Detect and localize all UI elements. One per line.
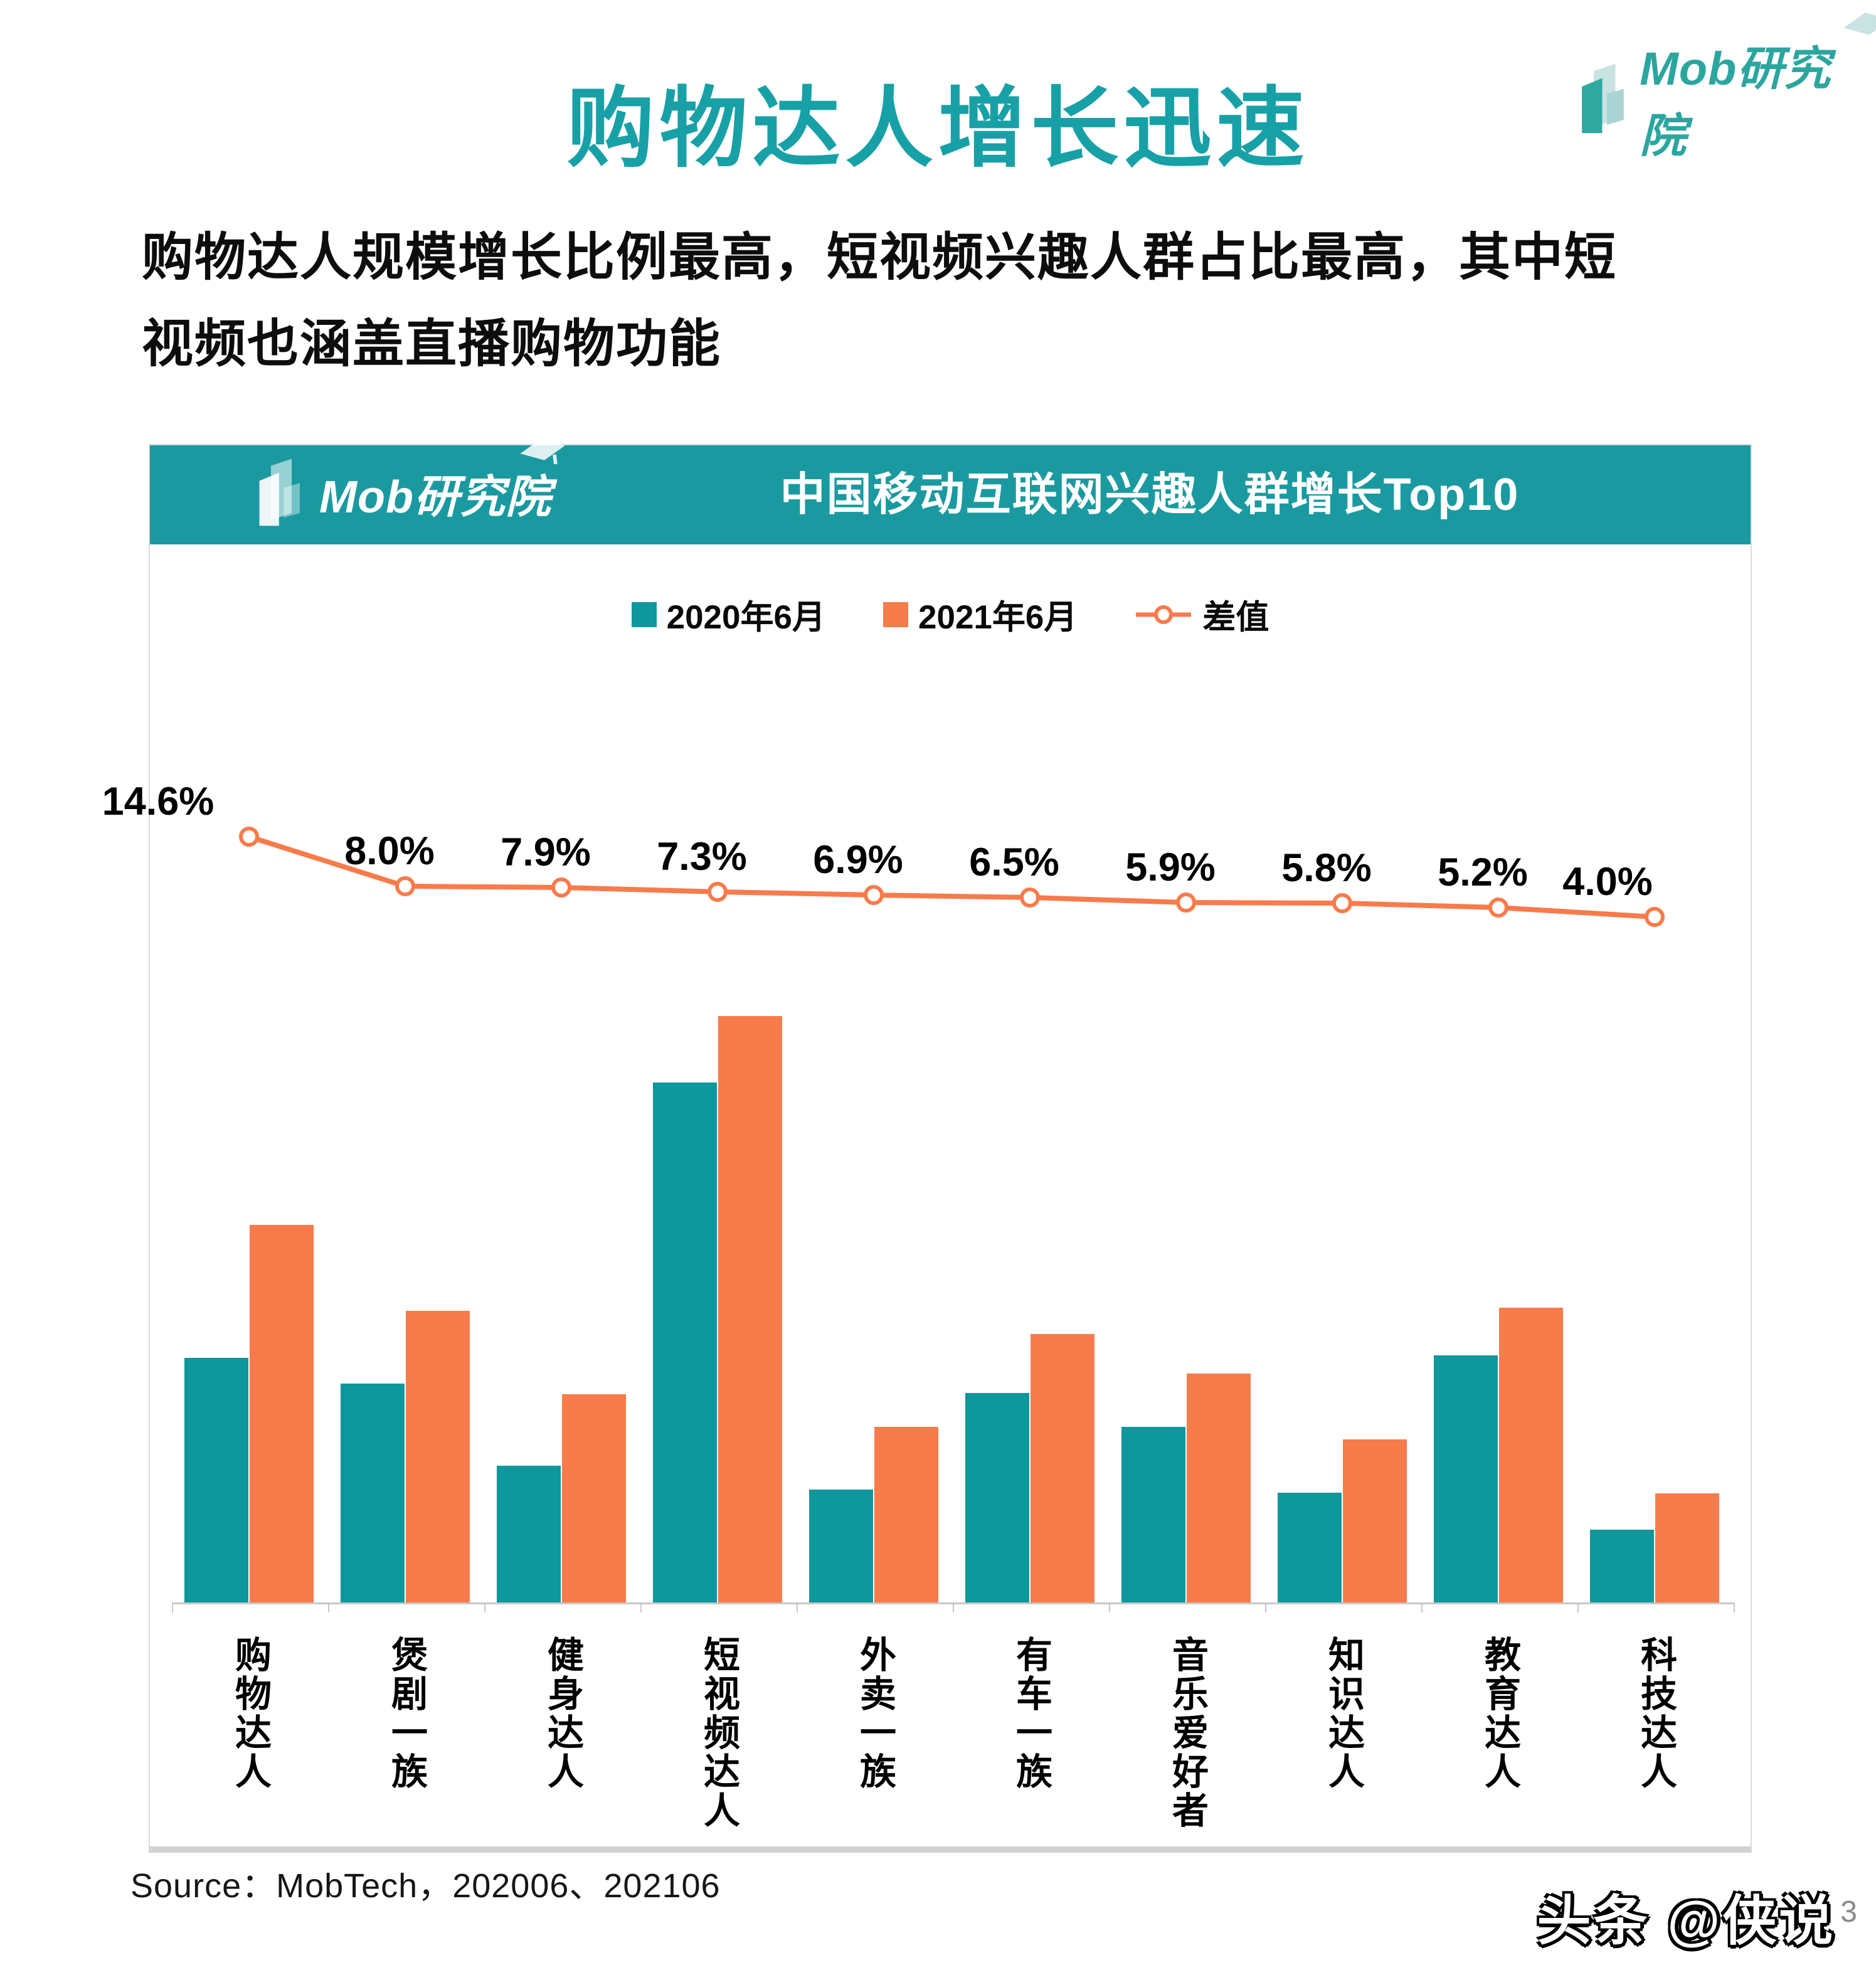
diff-value-label-7: 5.9% (1125, 845, 1216, 889)
category-label-7: 音乐爱好者 (1167, 1636, 1207, 1830)
plot-area: 购物达人 煲剧一族 健身达人 短视频达人 外卖一族 有车一族 音乐爱好者 知识达人 教育达人 科技… (102, 445, 1751, 1846)
x-axis-tick (484, 1602, 485, 1612)
chart-title: 中国移动互联网兴趣人群增长Top10 (780, 470, 1520, 520)
mob-logo-text: Mob研究院 (1640, 43, 1831, 162)
diff-point (1488, 897, 1508, 918)
category-label-10: 科技达人 (1635, 1636, 1676, 1791)
chart-card: Mob研究院 中国移动互联网兴趣人群增长Top10 2020年6月 2021年6… (102, 439, 1752, 1853)
page-subtitle: 购物达人规模增长比例最高，短视频兴趣人群占比最高，其中短 视频也涵盖直播购物功能 (142, 214, 1773, 388)
x-axis-tick (953, 1602, 954, 1612)
graduation-cap-icon (1843, 13, 1876, 35)
bar-2020-6 (965, 1393, 1029, 1602)
x-axis-tick (1265, 1602, 1266, 1612)
x-axis-tick (1734, 1602, 1735, 1612)
diff-value-label-3: 7.9% (501, 830, 591, 874)
legend-item-2021: 2021年6月 (883, 591, 1077, 638)
subtitle-line-2: 视频也涵盖直播购物功能 (142, 315, 722, 373)
category-label-1: 购物达人 (230, 1636, 270, 1791)
category-label-2: 煲剧一族 (386, 1636, 427, 1791)
bar-2021-8 (1343, 1439, 1407, 1602)
diff-point (1332, 893, 1352, 913)
diff-point (864, 885, 884, 905)
bar-2020-3 (497, 1466, 561, 1602)
x-axis-tick (328, 1602, 329, 1612)
diff-point (1020, 887, 1040, 908)
source-text: Source：MobTech，202006、202106 (130, 1867, 721, 1905)
legend-swatch-2020 (631, 602, 657, 627)
x-axis-tick (1577, 1602, 1579, 1612)
bar-2021-2 (406, 1311, 470, 1602)
diff-point (1176, 892, 1196, 913)
x-axis-tick (1109, 1602, 1110, 1612)
mob-logo-text: Mob研究院 (319, 472, 551, 522)
legend-label-diff: 差值 (1202, 599, 1269, 636)
legend-swatch-2021 (883, 602, 908, 627)
x-axis-tick (172, 1602, 173, 1612)
page-number: 3 (1840, 1895, 1857, 1929)
page-title: 购物达人增长迅速 (566, 79, 1310, 177)
bar-2021-1 (250, 1225, 314, 1602)
building-icon (1582, 63, 1624, 134)
diff-point (551, 877, 571, 897)
diff-value-label-1: 14.6% (102, 780, 215, 823)
diff-value-label-5: 6.9% (813, 838, 903, 882)
legend-item-diff: 差值 (1135, 591, 1269, 638)
category-label-6: 有车一族 (1010, 1636, 1051, 1791)
watermark: 头条 @侠说 3 (1537, 1877, 1857, 1955)
category-label-8: 知识达人 (1323, 1636, 1364, 1791)
diff-value-label-4: 7.3% (657, 835, 747, 879)
category-label-9: 教育达人 (1479, 1636, 1520, 1791)
legend-item-2020: 2020年6月 (631, 591, 825, 638)
bar-2020-4 (653, 1083, 717, 1602)
watermark-text: 头条 @侠说 (1537, 1891, 1836, 1951)
line-marker-icon (1136, 605, 1192, 624)
bar-2021-6 (1031, 1334, 1094, 1602)
bar-2021-5 (874, 1427, 938, 1602)
bar-2020-10 (1590, 1530, 1654, 1602)
x-axis-tick (640, 1602, 642, 1612)
bar-2021-10 (1655, 1493, 1719, 1602)
category-label-4: 短视频达人 (698, 1636, 739, 1830)
bar-2020-2 (341, 1384, 405, 1602)
bar-2021-4 (718, 1016, 782, 1602)
building-icon (259, 458, 300, 526)
diff-value-label-2: 8.0% (344, 829, 435, 873)
bar-2021-7 (1187, 1374, 1251, 1602)
chart-header-band: Mob研究院 中国移动互联网兴趣人群增长Top10 (150, 439, 1751, 544)
category-label-5: 外卖一族 (854, 1636, 895, 1791)
x-axis-tick (1421, 1602, 1423, 1612)
legend-label-2021: 2021年6月 (918, 599, 1078, 636)
bar-2020-1 (184, 1358, 248, 1602)
legend: 2020年6月 2021年6月 差值 (150, 591, 1751, 638)
legend-label-2020: 2020年6月 (666, 599, 825, 636)
diff-point (1645, 907, 1665, 927)
diff-point (707, 882, 728, 902)
mob-logo-top: Mob研究院 (1571, 13, 1876, 166)
bar-2020-7 (1121, 1427, 1185, 1602)
diff-point (239, 827, 259, 847)
diff-value-label-6: 6.5% (969, 840, 1059, 884)
diff-value-label-9: 5.2% (1438, 850, 1528, 894)
bar-2020-5 (809, 1490, 873, 1602)
diff-point (395, 876, 415, 896)
bar-2020-8 (1278, 1493, 1342, 1602)
subtitle-line-1: 购物达人规模增长比例最高，短视频兴趣人群占比最高，其中短 (142, 229, 1618, 286)
category-label-3: 健身达人 (542, 1636, 583, 1791)
x-axis-tick (797, 1602, 798, 1612)
graduation-cap-icon (520, 439, 565, 465)
diff-value-label-10: 4.0% (1562, 860, 1653, 904)
bar-2021-3 (562, 1394, 626, 1602)
bar-2021-9 (1499, 1308, 1563, 1602)
bar-2020-9 (1434, 1355, 1498, 1602)
diff-value-label-8: 5.8% (1281, 846, 1372, 890)
mob-logo-band: Mob研究院 (249, 439, 565, 529)
